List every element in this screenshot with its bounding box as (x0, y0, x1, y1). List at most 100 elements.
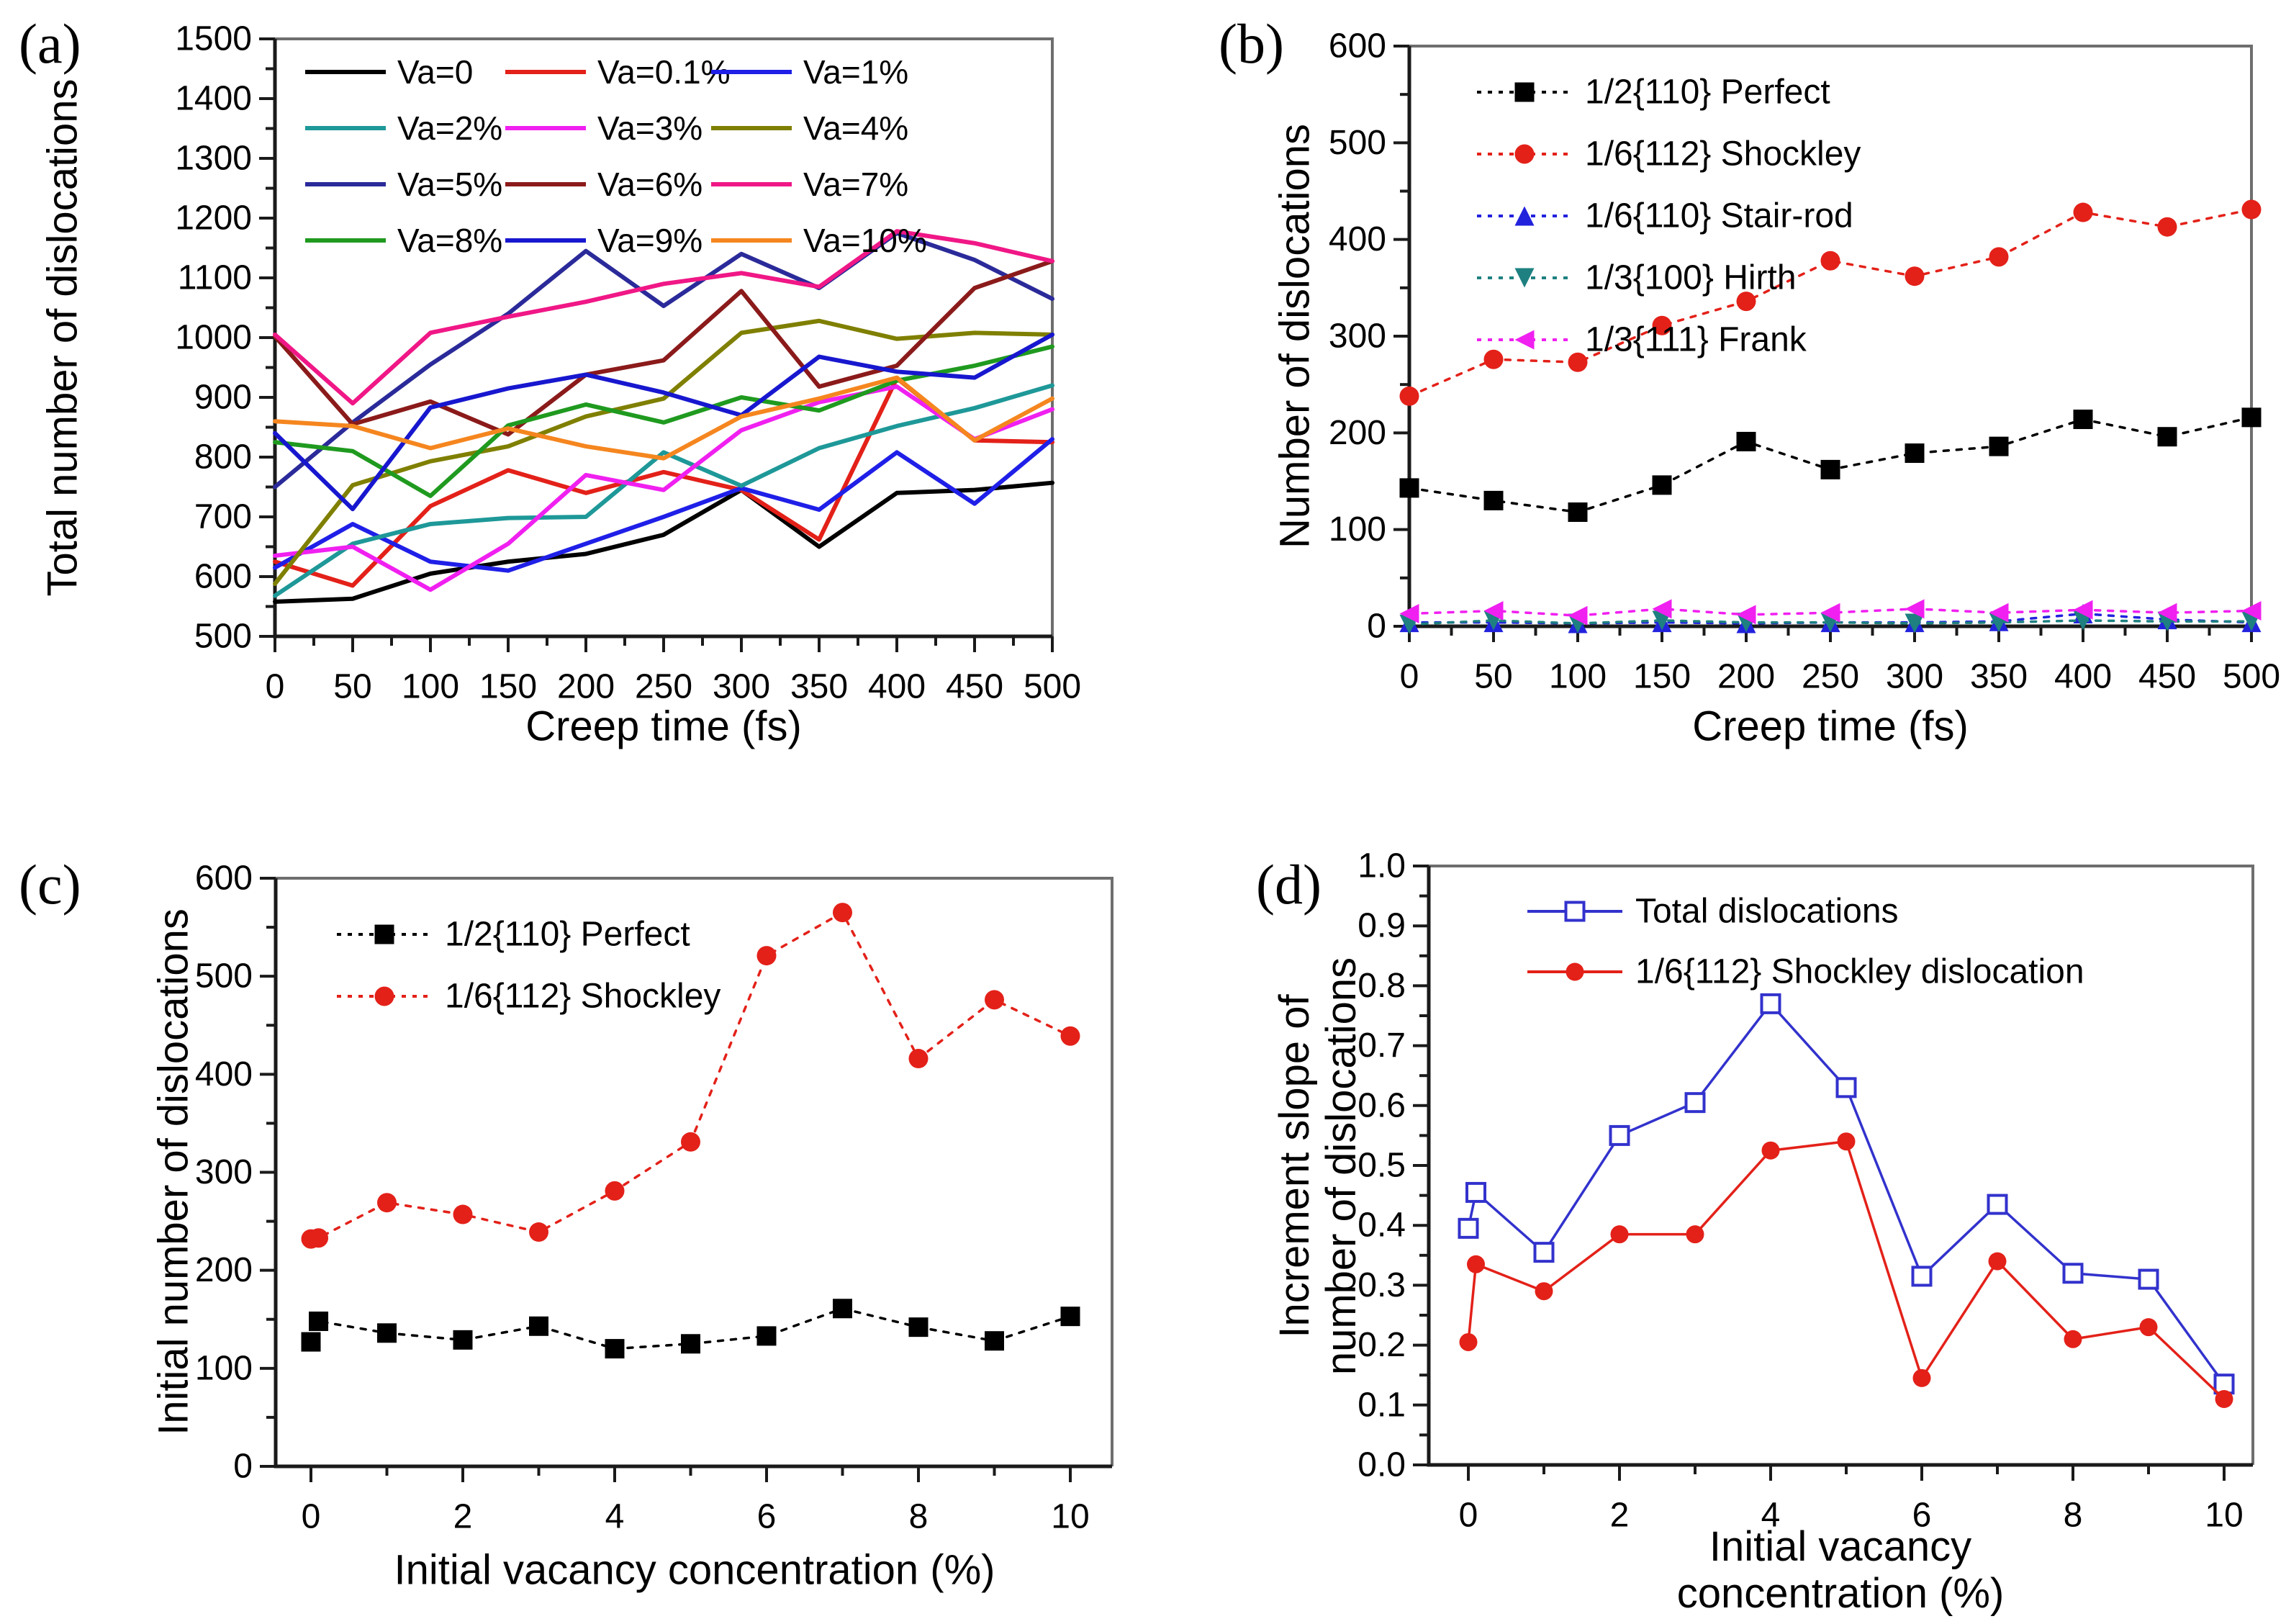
svg-text:0: 0 (1400, 658, 1419, 696)
legend-label: 1/6{110} Stair-rod (1585, 197, 1853, 235)
chart-a-axes: 0 50 100 150 200 250 300 350 400 450 500 500 600 700 8… (175, 20, 1081, 706)
svg-text:450: 450 (2138, 658, 2196, 696)
svg-text:800: 800 (194, 438, 252, 477)
svg-text:100: 100 (402, 668, 459, 706)
svg-text:50: 50 (333, 668, 371, 706)
chart-a-series-9 (273, 229, 1054, 406)
chart-b-axes: 0 50 100 150 200 250 300 350 400 450 500 0 100 200 300… (1329, 27, 2280, 696)
chart-b-series-5 (1399, 599, 2262, 626)
svg-text:0.1: 0.1 (1357, 1386, 1406, 1424)
chart-c-series-2 (301, 903, 1080, 1249)
chart-d-series-2 (1459, 1132, 2233, 1408)
svg-text:300: 300 (713, 668, 770, 706)
svg-text:4: 4 (605, 1498, 625, 1536)
svg-text:500: 500 (1024, 668, 1081, 706)
chart-d-y-axis-title: Increment slope of number of dislocation… (1271, 957, 1365, 1376)
chart-b-series-2 (1399, 199, 2262, 406)
svg-text:1300: 1300 (175, 140, 252, 178)
svg-text:1.0: 1.0 (1357, 847, 1406, 885)
legend-label: Va=6% (597, 166, 702, 203)
svg-text:1500: 1500 (175, 20, 252, 58)
chart-d-series-1 (1458, 993, 2235, 1395)
legend-label: Va=3% (597, 109, 702, 147)
svg-text:400: 400 (1329, 220, 1386, 258)
svg-text:600: 600 (1329, 27, 1386, 66)
svg-text:8: 8 (2064, 1497, 2083, 1535)
chart-a-series-5 (273, 384, 1054, 592)
svg-text:0.9: 0.9 (1357, 907, 1406, 945)
svg-text:600: 600 (195, 860, 253, 898)
chart-b-y-axis-title: Number of dislocations (1271, 124, 1319, 549)
svg-text:150: 150 (479, 668, 537, 706)
svg-text:250: 250 (1802, 658, 1859, 696)
chart-a-series-1 (273, 480, 1054, 604)
legend-label: Total dislocations (1635, 893, 1899, 931)
svg-text:200: 200 (557, 668, 615, 706)
svg-text:350: 350 (1970, 658, 2028, 696)
legend-label: Va=1% (803, 53, 908, 91)
svg-text:600: 600 (194, 558, 252, 596)
chart-a-series-12 (273, 375, 1054, 461)
svg-text:900: 900 (194, 379, 252, 417)
panel-label-b: (b) (1219, 12, 1284, 75)
svg-text:8: 8 (909, 1498, 929, 1536)
svg-text:400: 400 (2054, 658, 2112, 696)
legend-label: 1/6{112} Shockley (445, 978, 720, 1016)
svg-text:1100: 1100 (178, 259, 252, 297)
svg-text:6: 6 (757, 1498, 777, 1536)
svg-text:0: 0 (302, 1498, 321, 1536)
svg-text:0: 0 (1459, 1497, 1478, 1535)
svg-text:450: 450 (946, 668, 1003, 706)
svg-text:700: 700 (194, 498, 252, 536)
svg-text:10: 10 (2205, 1497, 2243, 1535)
chart-a-series-7 (273, 230, 1054, 490)
svg-text:1000: 1000 (175, 319, 252, 357)
legend-label: Va=0.1% (597, 53, 731, 91)
svg-text:200: 200 (1717, 658, 1775, 696)
svg-text:350: 350 (790, 668, 848, 706)
legend-label: Va=5% (397, 166, 502, 203)
legend-label: 1/3{100} Hirth (1585, 259, 1797, 297)
chart-b-legend: 1/2{110} Perfect 1/6{112} Shockley 1/6{110… (1477, 73, 1861, 359)
chart-a-series-3 (273, 437, 1054, 573)
legend-label: Va=2% (397, 109, 502, 147)
svg-text:0.5: 0.5 (1357, 1147, 1406, 1185)
chart-b: 0 50 100 150 200 250 300 350 400 450 500 0 100 200 300… (1329, 27, 2280, 696)
chart-c-legend: 1/2{110} Perfect 1/6{112} Shockley (337, 916, 720, 1016)
svg-text:500: 500 (194, 618, 252, 656)
legend-label: Va=7% (803, 166, 908, 203)
chart-d-axes: 0 2 4 6 8 10 0.0 0.1 0.2 0.3 0.4 0.5 0.6 0.7 0.8 0.9 1.0 (1357, 847, 2243, 1535)
svg-text:500: 500 (195, 957, 253, 996)
legend-label: 1/2{110} Perfect (445, 916, 690, 954)
legend-label: Va=4% (803, 109, 908, 147)
chart-d-legend: Total dislocations 1/6{112} Shockley disl… (1527, 893, 2084, 991)
svg-text:0.8: 0.8 (1357, 967, 1406, 1005)
svg-text:0.0: 0.0 (1357, 1446, 1406, 1484)
svg-text:6: 6 (1912, 1497, 1932, 1535)
legend-label: 1/2{110} Perfect (1585, 73, 1830, 112)
svg-text:0.7: 0.7 (1357, 1027, 1406, 1065)
panel-label-c: (c) (19, 853, 81, 916)
svg-text:0.4: 0.4 (1357, 1206, 1406, 1245)
svg-text:300: 300 (1886, 658, 1943, 696)
legend-label: Va=8% (397, 222, 502, 259)
svg-text:50: 50 (1474, 658, 1512, 696)
svg-text:0.6: 0.6 (1357, 1086, 1406, 1124)
svg-text:500: 500 (2223, 658, 2280, 696)
svg-text:150: 150 (1633, 658, 1691, 696)
legend-label: 1/6{112} Shockley (1585, 135, 1861, 173)
legend-label: 1/6{112} Shockley dislocation (1635, 953, 2084, 991)
chart-a-x-axis-title: Creep time (fs) (525, 703, 802, 750)
legend-label: Va=0 (397, 53, 473, 91)
chart-a: 0 50 100 150 200 250 300 350 400 450 500 500 600 700 8… (175, 20, 1081, 706)
svg-text:100: 100 (1329, 510, 1386, 549)
panel-label-a: (a) (19, 12, 81, 75)
svg-text:0: 0 (233, 1448, 253, 1486)
chart-a-series-8 (273, 258, 1054, 437)
chart-a-y-axis-title: Total number of dislocations (39, 78, 86, 597)
legend-label: Va=9% (597, 222, 702, 259)
svg-text:0.2: 0.2 (1357, 1326, 1406, 1364)
